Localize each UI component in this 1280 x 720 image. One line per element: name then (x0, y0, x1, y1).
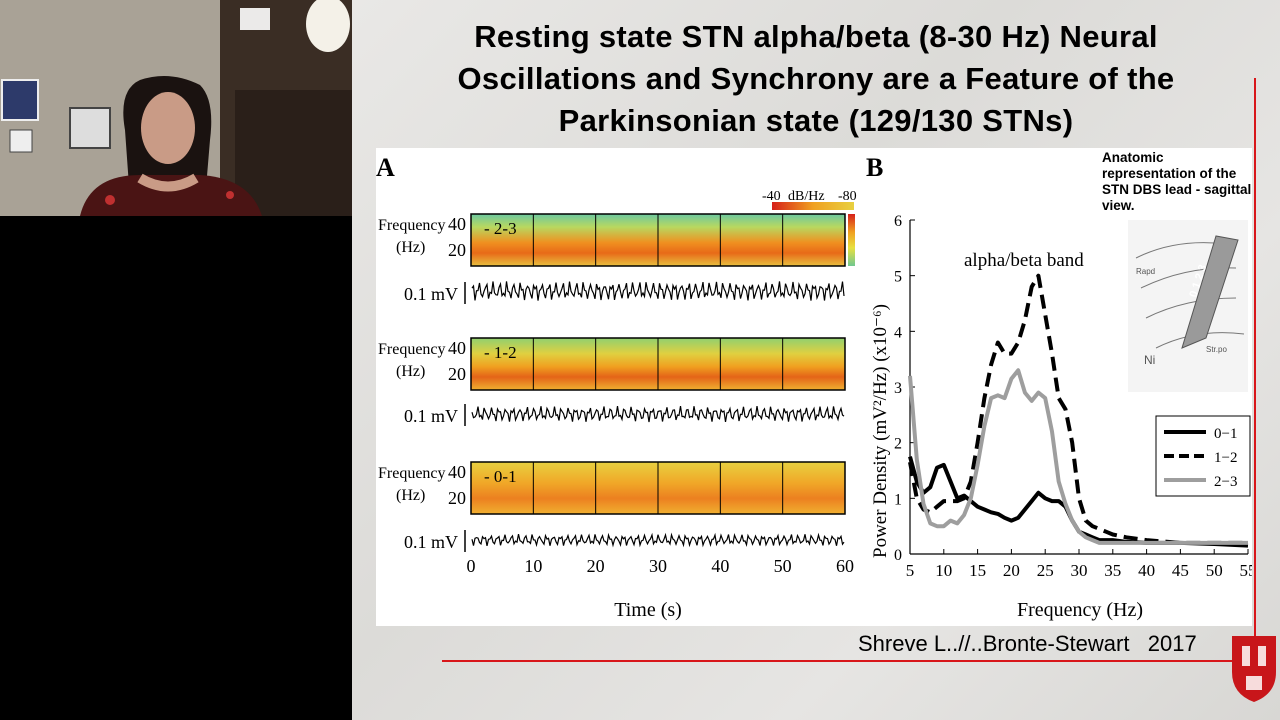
panel-a-x-tick: 50 (774, 556, 792, 576)
freq-unit-label: (Hz) (396, 487, 425, 504)
x-tick-label: 35 (1104, 561, 1121, 580)
presenter-webcam (0, 0, 352, 216)
series-line-1-2 (908, 273, 1248, 545)
panel-b-label: B (866, 153, 883, 182)
freq-label: Frequency (378, 465, 446, 482)
colorbar-vertical (848, 214, 855, 266)
y-tick-label: 6 (894, 213, 902, 230)
y-tick-label: 2 (894, 436, 902, 453)
tick-40: 40 (448, 338, 466, 358)
lfp-trace (471, 532, 845, 548)
x-tick-label: 55 (1240, 561, 1253, 580)
panel-a-x-tick: 30 (649, 556, 667, 576)
x-tick-label: 45 (1172, 561, 1189, 580)
slide: Resting state STN alpha/beta (8-30 Hz) N… (352, 0, 1280, 720)
tick-40: 40 (448, 214, 466, 234)
panel-a-x-tick: 10 (524, 556, 542, 576)
anatomic-caption: Anatomic representation of the STN DBS l… (1102, 150, 1252, 213)
freq-label: Frequency (378, 217, 446, 234)
figure: A -40 dB/Hz -80 Frequency (Hz) 40 20 - 2… (376, 148, 1257, 626)
contact-label: - 1-2 (484, 343, 517, 362)
svg-text:Str.po: Str.po (1206, 345, 1227, 354)
legend-label: 1−2 (1214, 450, 1237, 466)
citation: Shreve L..//..Bronte-Stewart 2017 (858, 631, 1197, 656)
freq-label: Frequency (378, 341, 446, 358)
legend-label: 0−1 (1214, 426, 1237, 442)
colorbar-left-label: -40 (762, 189, 781, 204)
spectrogram-row-1-2: Frequency (Hz) 40 20 - 1-2 0.1 mV (378, 337, 846, 426)
tick-20: 20 (448, 240, 466, 260)
tick-40: 40 (448, 462, 466, 482)
contact-label: - 0-1 (484, 467, 517, 486)
spectrogram-row-2-3: Frequency (Hz) 40 20 - 2-3 0.1 mV (378, 213, 846, 304)
panel-a-x-tick: 0 (467, 556, 476, 576)
figure-canvas: A -40 dB/Hz -80 Frequency (Hz) 40 20 - 2… (376, 153, 1257, 621)
lfp-trace (471, 405, 845, 423)
x-tick-label: 5 (906, 561, 915, 580)
tick-20: 20 (448, 364, 466, 384)
y-tick-label: 3 (894, 380, 902, 397)
panel-a-x-axis: 0 10 20 30 40 50 60 (467, 214, 854, 576)
slide-title-line-2: Oscillations and Synchrony are a Feature… (457, 61, 1175, 96)
panel-a-label: A (376, 153, 395, 182)
slide-title-line-3: Parkinsonian state (129/130 STNs) (558, 103, 1074, 138)
tick-20: 20 (448, 488, 466, 508)
amplitude-scale-label: 0.1 mV (404, 406, 458, 426)
lfp-trace (471, 281, 845, 301)
panel-a-x-tick: 40 (711, 556, 729, 576)
x-tick-label: 50 (1206, 561, 1223, 580)
slide-title-line-1: Resting state STN alpha/beta (8-30 Hz) N… (474, 19, 1158, 54)
panel-a-x-tick: 20 (587, 556, 605, 576)
amplitude-scale-label: 0.1 mV (404, 532, 458, 552)
x-tick-label: 20 (1003, 561, 1020, 580)
series-line-2-3 (908, 368, 1248, 545)
band-annotation: alpha/beta band (964, 250, 1084, 271)
x-tick-label: 10 (935, 561, 952, 580)
panel-b-xlabel: Frequency (Hz) (1017, 599, 1143, 621)
series-line-0-1 (908, 456, 1249, 548)
freq-unit-label: (Hz) (396, 363, 425, 380)
x-tick-label: 25 (1037, 561, 1054, 580)
freq-unit-label: (Hz) (396, 239, 425, 256)
y-tick-label: 0 (894, 547, 902, 564)
presenter-video-frame (0, 0, 352, 216)
panel-a-xlabel: Time (s) (614, 599, 682, 621)
svg-text:Ni: Ni (1144, 353, 1155, 367)
anatomic-lead-schematic: 0 1 2 3 Ni Str.po Rapd (1128, 220, 1248, 392)
x-tick-label: 30 (1071, 561, 1088, 580)
accent-vertical-line (1254, 78, 1256, 648)
university-shield-logo (1228, 632, 1280, 704)
legend-label: 2−3 (1214, 474, 1237, 490)
colorbar-unit-label: dB/Hz (788, 189, 825, 204)
psd-chart: 0123456510152025303540455055 (894, 213, 1257, 580)
y-tick-label: 5 (894, 269, 902, 286)
x-tick-label: 40 (1138, 561, 1155, 580)
amplitude-scale-label: 0.1 mV (404, 284, 458, 304)
accent-horizontal-line (442, 660, 1256, 662)
panel-b-ylabel: Power Density (mV²/Hz) (x10⁻⁶) (870, 304, 891, 558)
panel-a-x-tick: 60 (836, 556, 854, 576)
colorbar-right-label: -80 (838, 189, 857, 204)
y-tick-label: 1 (894, 491, 902, 508)
svg-text:Rapd: Rapd (1136, 267, 1155, 276)
spectrogram-row-0-1: Frequency (Hz) 40 20 - 0-1 0.1 mV (378, 461, 846, 552)
x-tick-label: 15 (969, 561, 986, 580)
colorbar-horizontal (772, 202, 854, 210)
y-tick-label: 4 (894, 324, 902, 341)
contact-label: - 2-3 (484, 219, 517, 238)
legend: 0−1 1−2 2−3 (1155, 415, 1251, 497)
